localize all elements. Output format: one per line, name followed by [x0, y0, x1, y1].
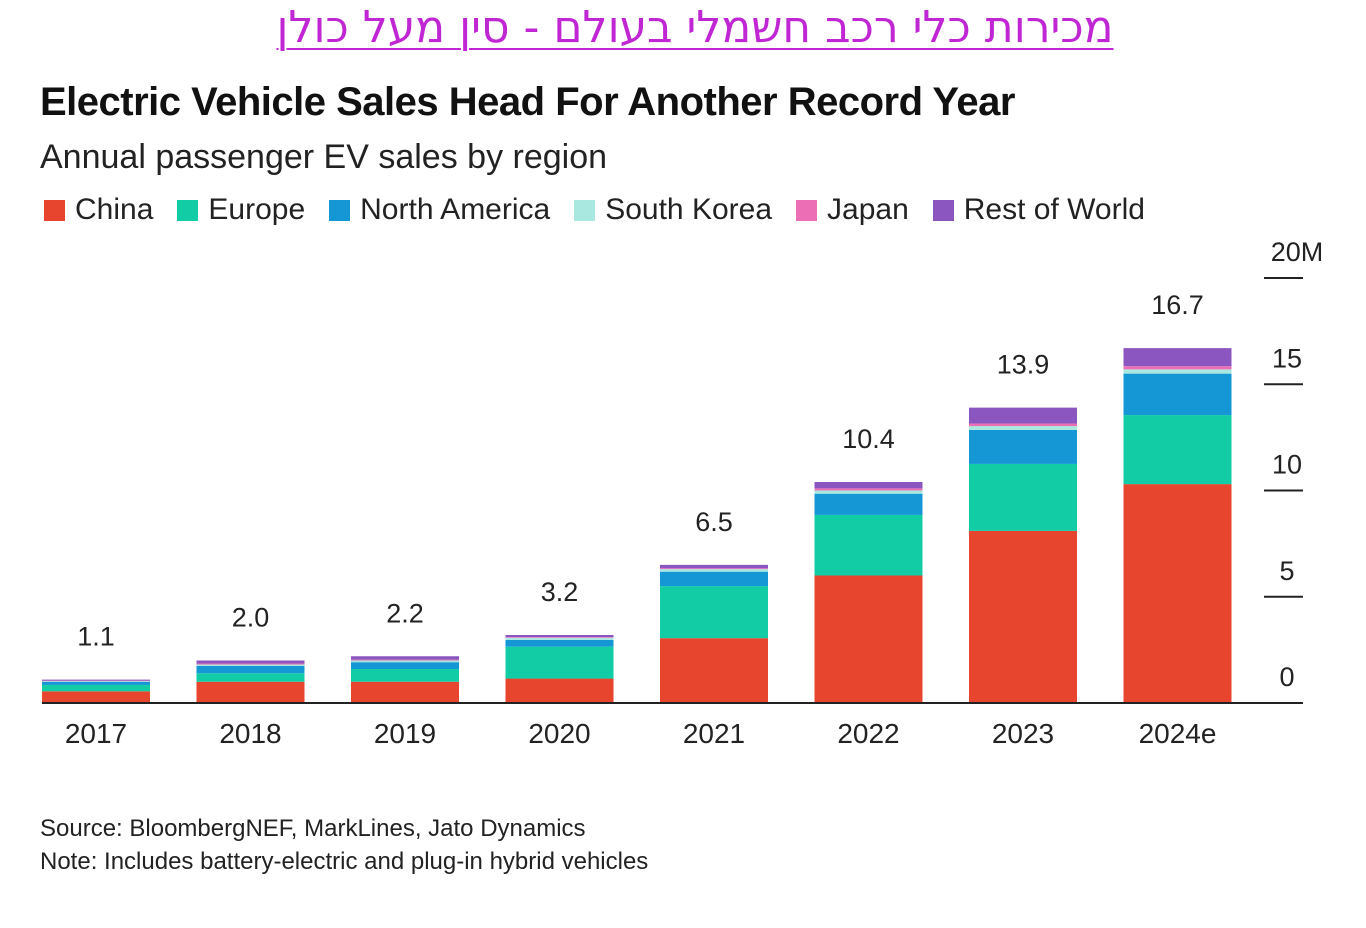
bar-segment-china-2019 — [351, 681, 459, 703]
legend-item-north-america: North America — [329, 193, 550, 227]
bar-segment-china-2018 — [196, 681, 305, 703]
bar-segment-rest-of-world-2021 — [660, 564, 768, 569]
x-tick-label-2021: 2021 — [683, 718, 745, 749]
bar-segment-north-america-2017 — [42, 681, 150, 685]
y-tick-label-0: 0 — [1279, 662, 1294, 692]
legend-label-japan: Japan — [827, 193, 909, 226]
bar-segment-south-korea-2018 — [196, 664, 305, 666]
bar-segment-europe-2024e — [1123, 415, 1232, 485]
bar-segment-china-2023 — [969, 530, 1077, 703]
legend-label-europe: Europe — [208, 193, 306, 226]
chart-subtitle: Annual passenger EV sales by region — [40, 138, 608, 176]
y-tick-label-10: 10 — [1272, 450, 1302, 480]
total-label-2018: 2.0 — [232, 603, 270, 633]
total-label-2021: 6.5 — [695, 507, 733, 537]
bar-segment-japan-2019 — [351, 659, 459, 661]
total-label-2017: 1.1 — [77, 622, 115, 652]
x-tick-label-2024e: 2024e — [1139, 718, 1217, 749]
legend-label-rest-of-world: Rest of World — [963, 193, 1145, 226]
bar-segment-north-america-2018 — [196, 665, 305, 674]
bar-segment-europe-2022 — [814, 514, 923, 576]
legend-swatch-rest-of-world — [932, 199, 954, 221]
x-tick-label-2023: 2023 — [992, 718, 1054, 749]
y-tick-label-20: 20M — [1271, 237, 1324, 267]
bar-segment-south-korea-2024e — [1123, 369, 1232, 374]
total-label-2022: 10.4 — [842, 424, 895, 454]
chart-footnotes: Source: BloombergNEF, MarkLines, Jato Dy… — [40, 812, 648, 878]
bar-segment-north-america-2021 — [660, 571, 768, 587]
bar-segment-rest-of-world-2020 — [505, 635, 614, 638]
legend-swatch-japan — [796, 199, 818, 221]
y-tick-label-5: 5 — [1279, 556, 1294, 586]
chart-legend: China Europe North America South Korea J… — [44, 193, 1169, 227]
bar-segment-rest-of-world-2018 — [196, 660, 305, 664]
bar-segment-china-2020 — [505, 678, 614, 703]
bar-segment-europe-2017 — [42, 684, 150, 692]
y-tick-label-15: 15 — [1272, 343, 1302, 373]
bar-segment-south-korea-2023 — [969, 426, 1077, 430]
bar-segment-europe-2020 — [505, 646, 614, 679]
legend-item-china: China — [44, 193, 153, 227]
x-tick-label-2018: 2018 — [219, 718, 281, 749]
bar-segment-north-america-2019 — [351, 662, 459, 669]
bar-segment-china-2022 — [814, 575, 923, 703]
bar-segment-japan-2020 — [505, 637, 614, 638]
total-label-2020: 3.2 — [541, 577, 579, 607]
chart-title: Electric Vehicle Sales Head For Another … — [40, 80, 1015, 124]
bar-segment-europe-2019 — [351, 669, 459, 682]
bar-segment-japan-2023 — [969, 423, 1077, 427]
legend-label-china: China — [75, 193, 154, 226]
x-tick-label-2019: 2019 — [374, 718, 436, 749]
bar-segment-south-korea-2021 — [660, 569, 768, 572]
legend-swatch-china — [44, 199, 65, 221]
bar-segment-rest-of-world-2017 — [42, 679, 150, 681]
bar-segment-japan-2022 — [814, 488, 923, 491]
source-line: Source: BloombergNEF, MarkLines, Jato Dy… — [40, 815, 586, 842]
bar-segment-south-korea-2019 — [351, 660, 459, 663]
bar-segment-south-korea-2022 — [814, 490, 923, 494]
bar-segment-north-america-2020 — [505, 639, 614, 647]
note-line: Note: Includes battery-electric and plug… — [40, 848, 649, 875]
bar-segment-rest-of-world-2022 — [814, 482, 923, 489]
x-tick-label-2022: 2022 — [837, 718, 899, 749]
legend-item-south-korea: South Korea — [574, 193, 772, 227]
legend-swatch-south-korea — [574, 199, 596, 221]
legend-label-north-america: North America — [360, 193, 551, 226]
bar-segment-europe-2021 — [660, 586, 768, 639]
bar-segment-japan-2018 — [196, 663, 305, 665]
bar-segment-south-korea-2020 — [505, 637, 614, 640]
x-tick-label-2020: 2020 — [528, 718, 590, 749]
bar-segment-north-america-2022 — [814, 493, 923, 515]
bar-segment-north-america-2024e — [1123, 373, 1232, 416]
total-label-2019: 2.2 — [386, 598, 424, 628]
bar-segment-japan-2024e — [1123, 366, 1232, 370]
legend-item-europe: Europe — [177, 193, 305, 227]
bar-segment-china-2024e — [1123, 484, 1232, 703]
bar-segment-rest-of-world-2023 — [969, 407, 1077, 424]
bar-segment-japan-2021 — [660, 568, 768, 570]
legend-label-south-korea: South Korea — [605, 193, 773, 226]
bar-segment-china-2017 — [42, 691, 150, 703]
total-label-2024e: 16.7 — [1151, 290, 1204, 320]
legend-swatch-europe — [177, 199, 199, 221]
x-tick-label-2017: 2017 — [65, 718, 127, 749]
legend-swatch-north-america — [329, 199, 351, 221]
bar-segment-europe-2018 — [196, 673, 305, 682]
legend-item-rest-of-world: Rest of World — [932, 193, 1145, 227]
bar-segment-rest-of-world-2019 — [351, 656, 459, 660]
bar-segment-north-america-2023 — [969, 429, 1077, 464]
total-label-2023: 13.9 — [997, 350, 1050, 380]
hebrew-title: מכירות כלי רכב חשמלי בעולם - סין מעל כול… — [276, 2, 1114, 53]
bar-segment-china-2021 — [660, 638, 768, 703]
bar-segment-rest-of-world-2024e — [1123, 348, 1232, 367]
bar-segment-europe-2023 — [969, 463, 1077, 531]
legend-item-japan: Japan — [796, 193, 909, 227]
bar-segment-south-korea-2017 — [42, 681, 150, 682]
